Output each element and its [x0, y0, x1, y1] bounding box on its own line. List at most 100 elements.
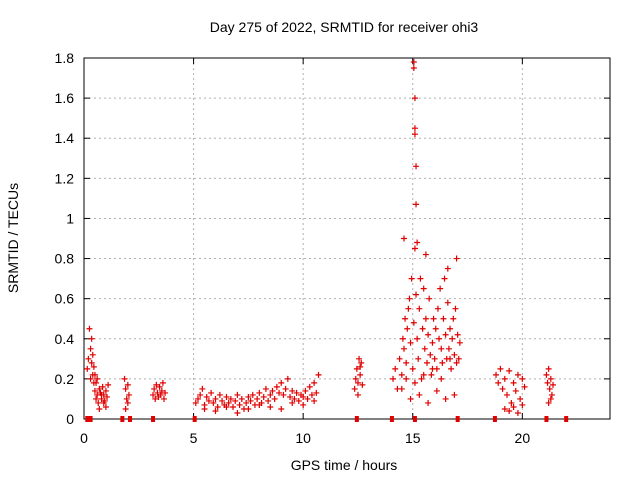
data-point [282, 385, 289, 392]
data-point [234, 409, 241, 416]
data-point [284, 375, 291, 382]
data-point [306, 383, 313, 390]
data-point [423, 359, 430, 366]
data-point [512, 387, 519, 394]
data-point [398, 371, 405, 378]
data-point [440, 315, 447, 322]
plot-frame [83, 57, 611, 420]
data-point [514, 409, 521, 416]
x-tick-label: 0 [80, 430, 88, 446]
data-point [545, 399, 552, 406]
data-point [408, 275, 415, 282]
data-point [392, 365, 399, 372]
data-point [122, 405, 129, 412]
data-point [358, 359, 365, 366]
data-point [216, 391, 223, 398]
data-point [433, 387, 440, 394]
data-point [404, 325, 411, 332]
data-point [501, 405, 508, 412]
data-point [89, 351, 96, 358]
data-point [546, 385, 553, 392]
data-point [422, 251, 429, 258]
data-point [444, 299, 451, 306]
data-point [428, 371, 435, 378]
data-point [410, 319, 417, 326]
data-point [517, 395, 524, 402]
data-point [420, 371, 427, 378]
zero-marker [455, 416, 460, 422]
chart-title: Day 275 of 2022, SRMTID for receiver ohi… [210, 19, 479, 35]
data-point [197, 391, 204, 398]
data-point [359, 381, 366, 388]
data-point [84, 365, 91, 372]
data-point [543, 371, 550, 378]
data-point [548, 391, 555, 398]
data-point [223, 403, 230, 410]
data-point [86, 325, 93, 332]
data-point [438, 375, 445, 382]
data-point [98, 391, 105, 398]
data-point [151, 385, 158, 392]
data-point [289, 399, 296, 406]
zero-marker [354, 416, 359, 422]
data-point [547, 395, 554, 402]
data-point [300, 401, 307, 408]
data-point [88, 359, 95, 366]
data-point [545, 365, 552, 372]
data-point [291, 395, 298, 402]
data-point [550, 381, 557, 388]
data-point [415, 355, 422, 362]
data-point [453, 255, 460, 262]
zero-marker [151, 416, 156, 422]
data-point [280, 391, 287, 398]
data-point [88, 335, 95, 342]
data-point [243, 399, 250, 406]
data-point [238, 395, 245, 402]
data-point [425, 399, 432, 406]
data-point [434, 305, 441, 312]
data-point [227, 395, 234, 402]
data-point [510, 403, 517, 410]
data-point [426, 295, 433, 302]
data-point [416, 305, 423, 312]
data-point [160, 395, 167, 402]
data-point [497, 365, 504, 372]
data-point [230, 403, 237, 410]
data-point [508, 399, 515, 406]
data-point [95, 399, 102, 406]
data-point [445, 345, 452, 352]
data-point [96, 405, 103, 412]
y-tick-label: 0.4 [55, 331, 75, 347]
data-point [311, 397, 318, 404]
data-point [454, 331, 461, 338]
data-point [448, 365, 455, 372]
data-point [411, 95, 418, 102]
data-point [425, 331, 432, 338]
x-tick-label: 5 [190, 430, 198, 446]
zero-marker [120, 416, 125, 422]
data-point [390, 375, 397, 382]
data-point [102, 403, 109, 410]
data-point [407, 339, 414, 346]
data-point [105, 381, 112, 388]
data-point [124, 381, 131, 388]
data-point [413, 163, 420, 170]
data-point [256, 401, 263, 408]
data-point [429, 365, 436, 372]
data-point [357, 363, 364, 370]
data-point [357, 371, 364, 378]
data-point [94, 375, 101, 382]
data-point [265, 397, 272, 404]
data-point [432, 325, 439, 332]
data-point [162, 389, 169, 396]
data-point [212, 395, 219, 402]
data-point [510, 379, 517, 386]
data-point [205, 397, 212, 404]
data-point [419, 325, 426, 332]
zero-marker [389, 416, 394, 422]
data-point [411, 125, 418, 132]
data-point [300, 393, 307, 400]
y-axis: 0 0.2 0.4 0.6 0.8 1 1.2 1.4 1.6 1.8 [55, 50, 610, 427]
data-point [276, 389, 283, 396]
data-point [354, 391, 361, 398]
